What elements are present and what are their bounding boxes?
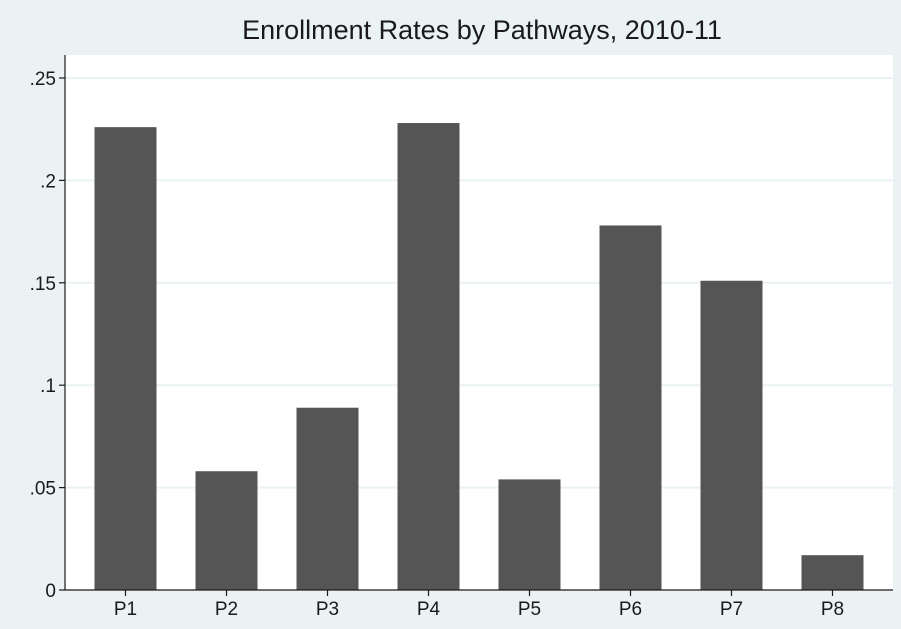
bar-p2: [195, 471, 258, 590]
bar-p3: [296, 407, 359, 590]
tick-labels: 0 .05 .1 .15 .2 .25 P1 P2 P3 P4 P5 P6 P7 P8: [30, 69, 845, 620]
bar-p8: [801, 555, 864, 590]
bar-p4: [397, 123, 460, 590]
x-tick-label: P7: [720, 599, 743, 620]
y-tick-label: .15: [30, 274, 56, 295]
x-tick-label: P1: [114, 599, 137, 620]
bar-p1: [94, 127, 157, 590]
y-tick-label: .25: [30, 69, 56, 90]
bar-p5: [498, 479, 561, 590]
y-tick-label: .05: [30, 479, 56, 500]
bars: [94, 123, 864, 590]
y-tick-label: .1: [40, 376, 56, 397]
bar-p7: [700, 280, 763, 590]
y-tick-label: .2: [40, 171, 56, 192]
x-tick-label: P4: [417, 599, 441, 620]
y-tick-label: 0: [45, 581, 56, 602]
x-tick-label: P8: [821, 599, 844, 620]
plot-area: [65, 55, 893, 590]
x-tick-label: P2: [215, 599, 238, 620]
x-tick-label: P3: [316, 599, 339, 620]
axes: [59, 55, 893, 596]
x-tick-label: P6: [619, 599, 642, 620]
chart-title: Enrollment Rates by Pathways, 2010-11: [242, 15, 722, 45]
x-tick-label: P5: [518, 599, 541, 620]
bar-p6: [599, 225, 662, 590]
